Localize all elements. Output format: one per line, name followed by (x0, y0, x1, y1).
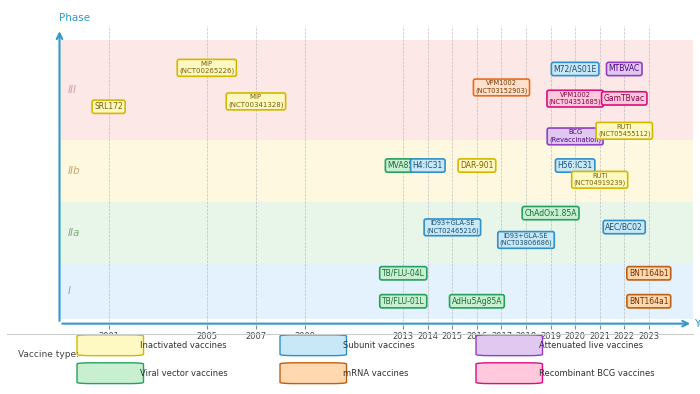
Text: IIa: IIa (68, 228, 80, 238)
Text: H56:IC31: H56:IC31 (558, 161, 593, 170)
FancyBboxPatch shape (280, 335, 346, 356)
Text: TB/FLU-01L: TB/FLU-01L (382, 297, 425, 306)
Bar (60, 202, 693, 264)
Text: Viral vector vaccines: Viral vector vaccines (140, 369, 228, 378)
Bar (60, 40, 693, 140)
Text: MIP
(NCT00265226): MIP (NCT00265226) (179, 61, 235, 74)
Text: RUTI
(NCT05455112): RUTI (NCT05455112) (598, 124, 650, 137)
Text: BNT164b1: BNT164b1 (629, 269, 668, 278)
FancyBboxPatch shape (77, 363, 144, 384)
Text: I: I (68, 286, 71, 296)
Text: VPM1002
(NCT03152903): VPM1002 (NCT03152903) (475, 80, 528, 94)
FancyBboxPatch shape (77, 335, 144, 356)
Text: H4:IC31: H4:IC31 (413, 161, 443, 170)
Text: SRL172: SRL172 (94, 102, 123, 111)
Text: AEC/BC02: AEC/BC02 (606, 223, 643, 232)
Text: Phase: Phase (60, 13, 90, 23)
Text: Recombinant BCG vaccines: Recombinant BCG vaccines (539, 369, 654, 378)
Text: mRNA vaccines: mRNA vaccines (343, 369, 409, 378)
FancyBboxPatch shape (476, 335, 542, 356)
Text: BCG
(Revaccination): BCG (Revaccination) (549, 129, 601, 143)
Text: Subunit vaccines: Subunit vaccines (343, 341, 414, 350)
Text: M72/AS01E: M72/AS01E (554, 65, 597, 74)
Text: RUTI
(NCT04919239): RUTI (NCT04919239) (573, 173, 626, 186)
Text: IIb: IIb (68, 166, 80, 176)
Bar (60, 140, 693, 202)
Text: III: III (68, 85, 77, 95)
Text: ChAdOx1.85A: ChAdOx1.85A (524, 208, 577, 217)
Text: Vaccine type:: Vaccine type: (18, 351, 78, 359)
Text: VPM1002
(NCT04351685): VPM1002 (NCT04351685) (549, 92, 601, 105)
Text: MTBVAC: MTBVAC (608, 65, 640, 74)
Text: DAR-901: DAR-901 (460, 161, 494, 170)
FancyBboxPatch shape (476, 363, 542, 384)
Text: Year: Year (694, 319, 700, 329)
Bar (60, 264, 693, 320)
Text: ID93+GLA-SE
(NCT02465216): ID93+GLA-SE (NCT02465216) (426, 220, 479, 234)
Text: MVA85A: MVA85A (388, 161, 419, 170)
Text: Inactivated vaccines: Inactivated vaccines (140, 341, 227, 350)
Text: Attenuated live vaccines: Attenuated live vaccines (539, 341, 643, 350)
Text: GamTBvac: GamTBvac (603, 94, 645, 103)
Text: MIP
(NCT00341328): MIP (NCT00341328) (228, 95, 284, 108)
Text: ID93+GLA-SE
(NCT03806686): ID93+GLA-SE (NCT03806686) (500, 233, 552, 246)
FancyBboxPatch shape (280, 363, 346, 384)
Text: TB/FLU-04L: TB/FLU-04L (382, 269, 425, 278)
Text: BNT164a1: BNT164a1 (629, 297, 668, 306)
Text: AdHu5Ag85A: AdHu5Ag85A (452, 297, 502, 306)
